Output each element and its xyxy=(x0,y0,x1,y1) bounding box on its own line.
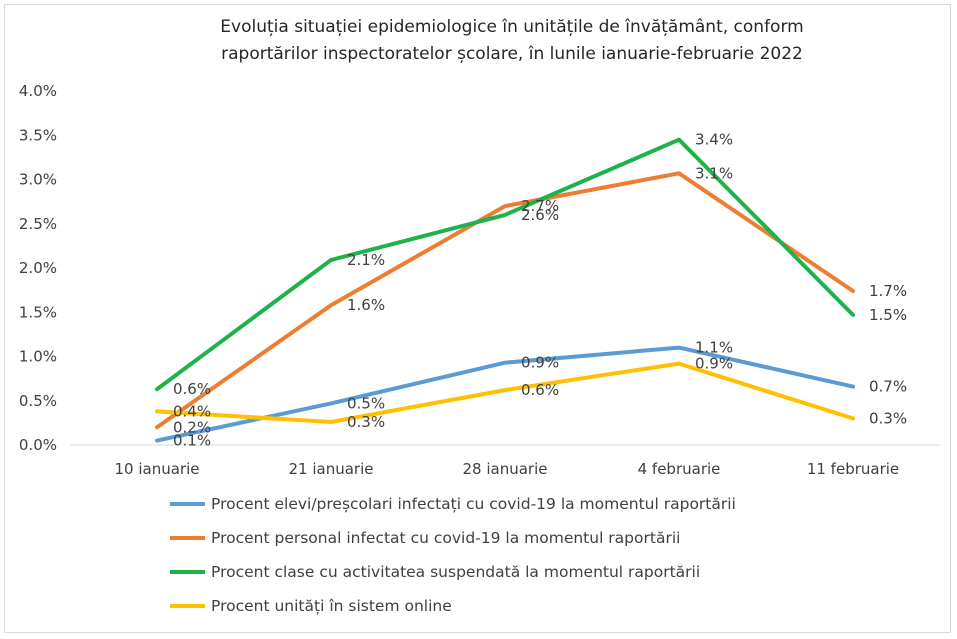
y-tick-label: 2.5% xyxy=(19,215,57,233)
series-line-3 xyxy=(155,137,855,392)
y-tick-label: 3.0% xyxy=(19,171,57,189)
x-tick-label: 10 ianuarie xyxy=(115,460,200,478)
legend: Procent elevi/preșcolari infectați cu co… xyxy=(170,495,736,615)
legend-item-1: Procent elevi/preșcolari infectați cu co… xyxy=(170,495,736,513)
chart-title: Evoluția situației epidemiologice în uni… xyxy=(220,17,803,64)
x-axis: 10 ianuarie 21 ianuarie 28 ianuarie 4 febru… xyxy=(70,444,940,478)
y-axis: 0.0% 0.5% 1.0% 1.5% 2.0% 2.5% 3.0% 3.5% 4.0% xyxy=(19,82,57,454)
data-label: 0.3% xyxy=(347,413,385,431)
data-label: 0.4% xyxy=(173,402,211,420)
data-label: 2.6% xyxy=(521,206,559,224)
data-label: 0.5% xyxy=(347,394,385,412)
chart-title-line-2: raportărilor inspectoratelor școlare, în… xyxy=(221,44,803,64)
chart-title-line-1: Evoluția situației epidemiologice în uni… xyxy=(220,17,803,37)
data-label: 1.6% xyxy=(347,296,385,314)
legend-label: Procent elevi/preșcolari infectați cu co… xyxy=(211,495,736,513)
data-label: 2.7% xyxy=(521,197,559,215)
data-label: 1.5% xyxy=(869,306,907,324)
legend-label: Procent clase cu activitatea suspendată … xyxy=(211,563,700,581)
x-tick-label: 28 ianuarie xyxy=(463,460,548,478)
chart-frame xyxy=(4,4,951,633)
data-label: 0.7% xyxy=(869,378,907,396)
x-tick-label: 4 februarie xyxy=(638,460,721,478)
legend-label: Procent personal infectat cu covid-19 la… xyxy=(211,529,680,547)
data-label: 1.1% xyxy=(695,339,733,357)
data-label: 0.9% xyxy=(695,355,733,373)
data-label: 0.6% xyxy=(173,380,211,398)
y-tick-label: 1.5% xyxy=(19,303,57,321)
y-tick-label: 0.0% xyxy=(19,436,57,454)
series-line-1 xyxy=(155,345,855,443)
legend-item-4: Procent unități în sistem online xyxy=(170,597,452,615)
data-label: 0.6% xyxy=(521,381,559,399)
series-lines xyxy=(155,137,855,443)
series-line-2 xyxy=(155,171,855,430)
data-label: 3.1% xyxy=(695,164,733,182)
y-tick-label: 3.5% xyxy=(19,126,57,144)
data-label: 2.1% xyxy=(347,251,385,269)
legend-label: Procent unități în sistem online xyxy=(211,597,452,615)
series-line-4 xyxy=(155,361,855,424)
x-tick-label: 21 ianuarie xyxy=(289,460,374,478)
data-label: 3.4% xyxy=(695,131,733,149)
data-label: 0.9% xyxy=(521,354,559,372)
legend-item-2: Procent personal infectat cu covid-19 la… xyxy=(170,529,680,547)
y-tick-label: 2.0% xyxy=(19,259,57,277)
x-tick-label: 11 februarie xyxy=(807,460,899,478)
data-labels: 0.1%0.5%0.9%1.1%0.7%0.2%1.6%2.7%3.1%1.7%… xyxy=(173,131,907,450)
y-tick-label: 0.5% xyxy=(19,392,57,410)
data-label: 0.2% xyxy=(173,418,211,436)
y-tick-label: 4.0% xyxy=(19,82,57,100)
y-tick-label: 1.0% xyxy=(19,348,57,366)
data-label: 1.7% xyxy=(869,282,907,300)
data-label: 0.3% xyxy=(869,409,907,427)
legend-item-3: Procent clase cu activitatea suspendată … xyxy=(170,563,700,581)
data-label: 0.1% xyxy=(173,432,211,450)
